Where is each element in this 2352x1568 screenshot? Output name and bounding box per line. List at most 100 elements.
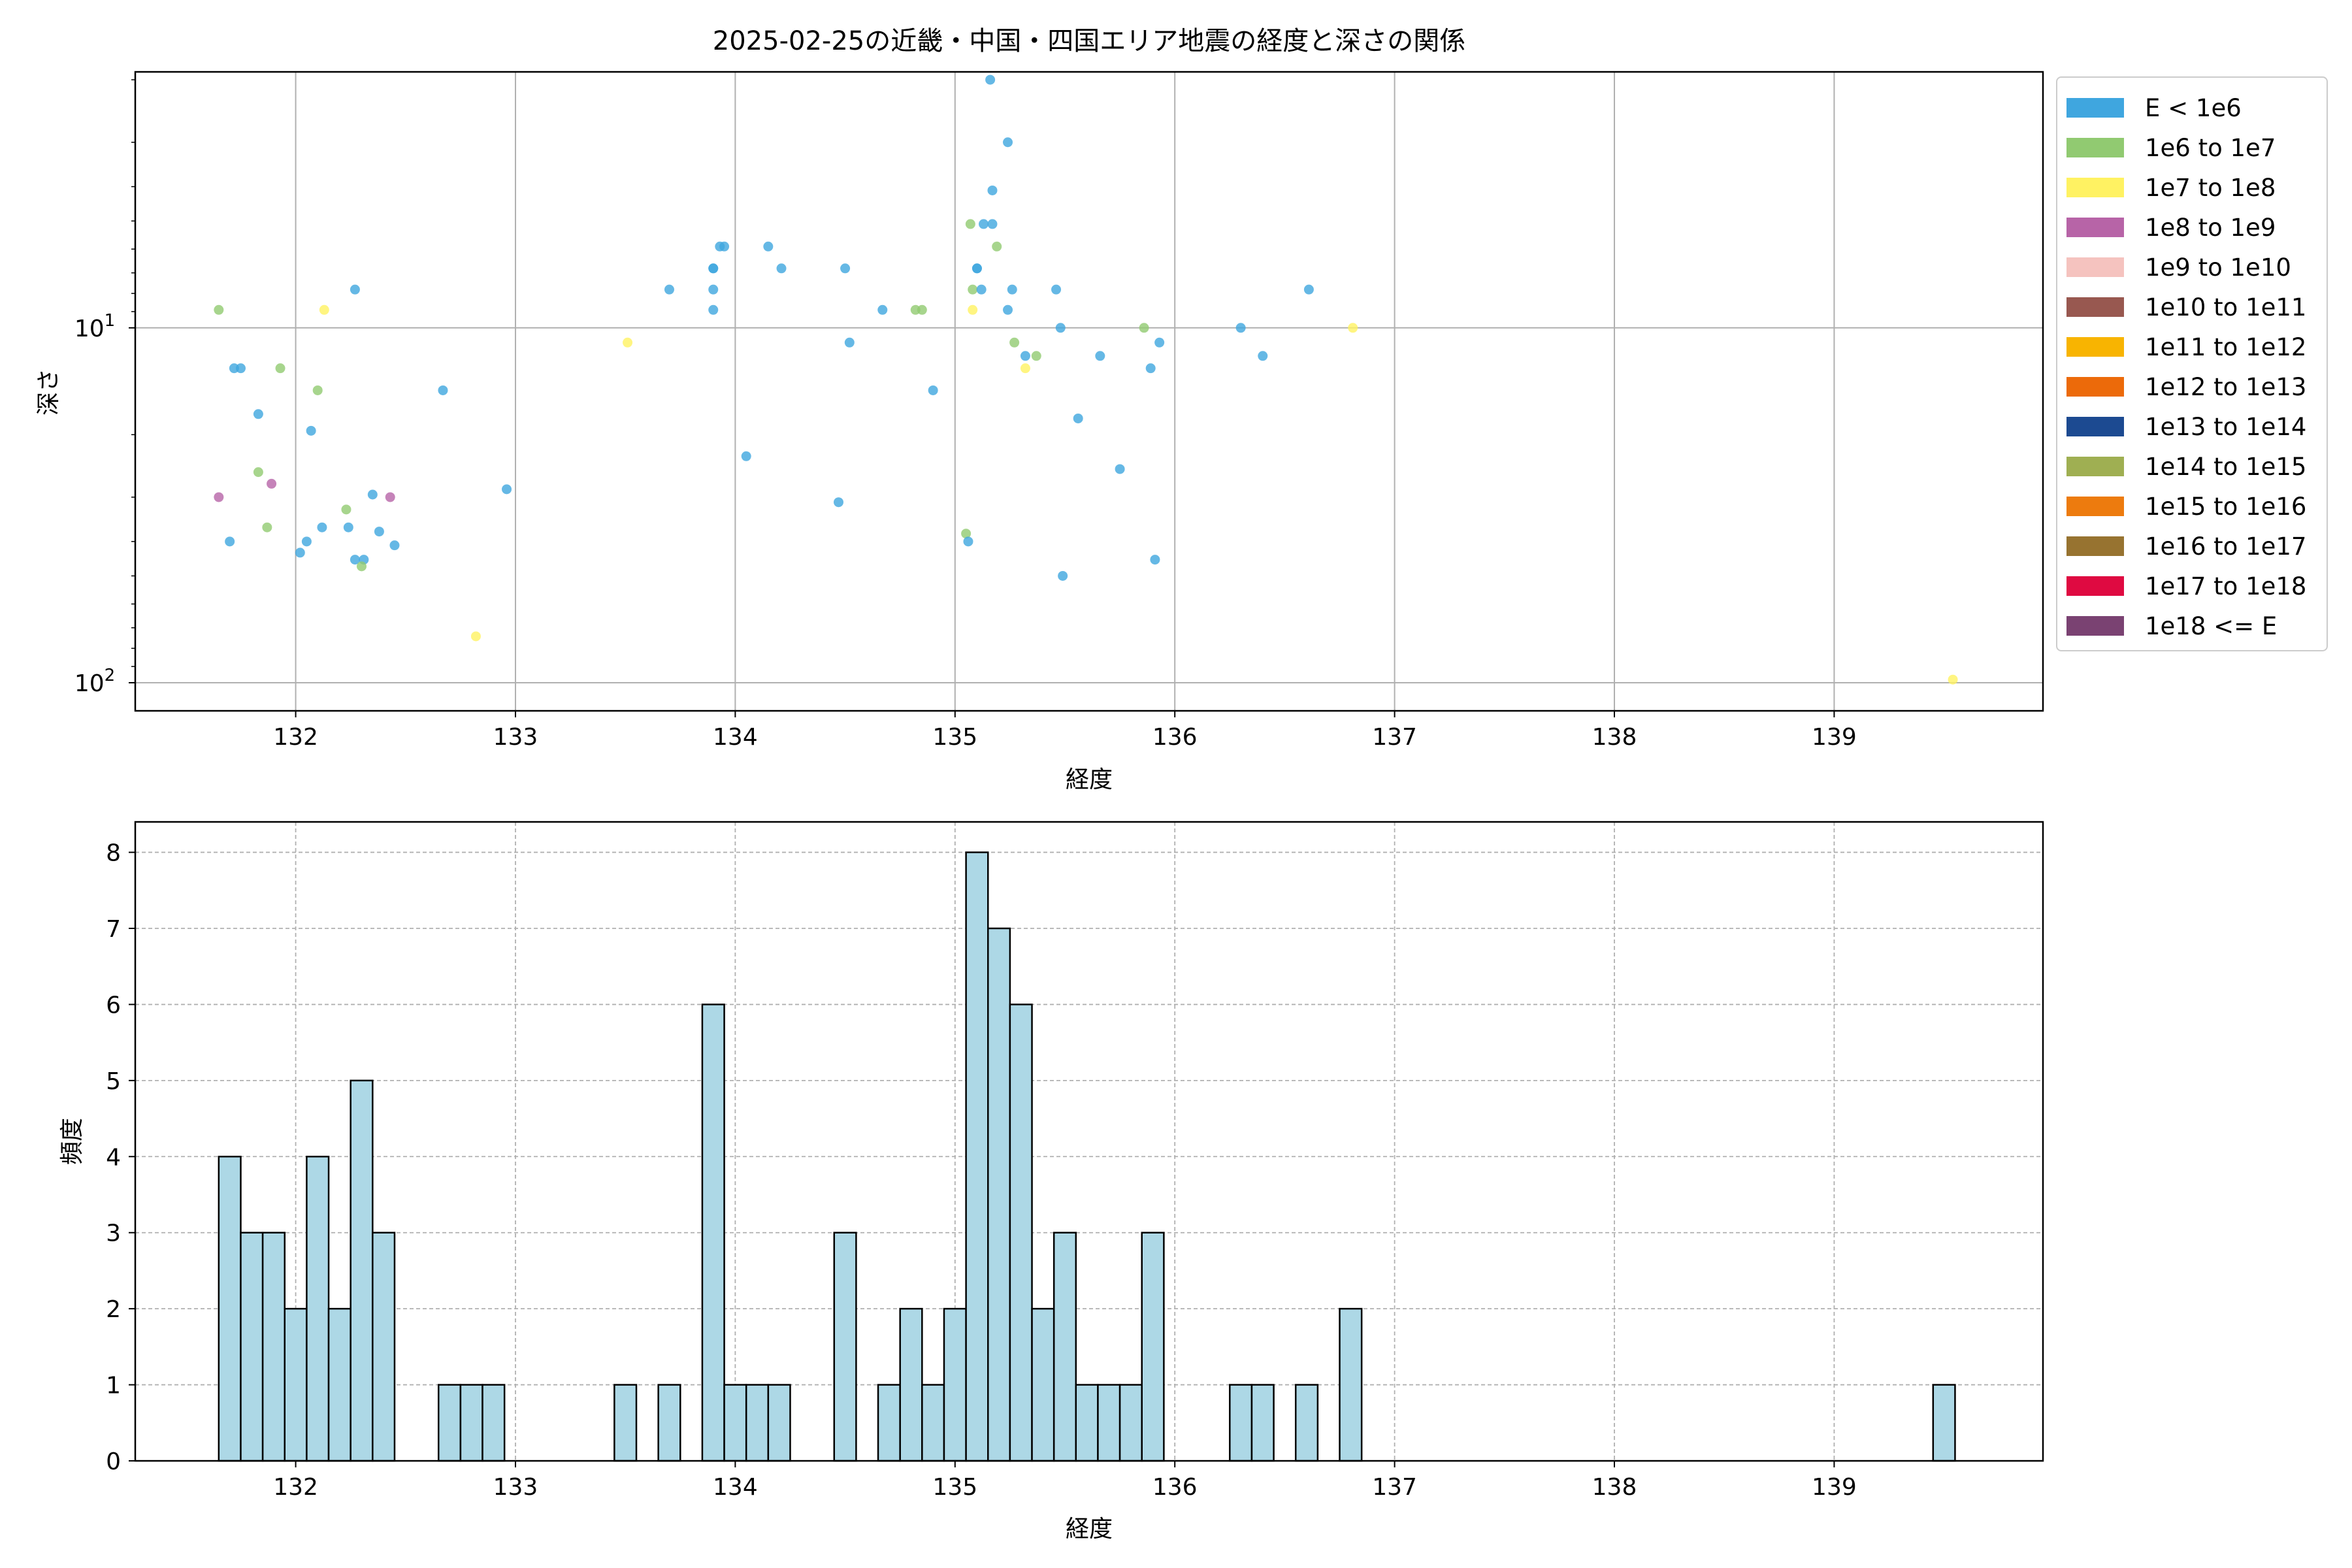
histogram-x-tick-label: 132 bbox=[273, 1474, 318, 1501]
scatter-point bbox=[987, 185, 998, 195]
scatter-point bbox=[374, 527, 384, 537]
histogram-bar bbox=[965, 851, 989, 1462]
histogram-y-tick-label: 2 bbox=[106, 1296, 121, 1323]
histogram-bar bbox=[701, 1004, 725, 1462]
histogram-bar bbox=[1031, 1307, 1055, 1462]
scatter-point bbox=[961, 529, 972, 539]
scatter-x-tick-label: 136 bbox=[1152, 724, 1198, 751]
histogram-y-tick-label: 0 bbox=[106, 1448, 121, 1475]
scatter-point bbox=[275, 363, 286, 374]
histogram-bar bbox=[1229, 1384, 1253, 1462]
scatter-point bbox=[1115, 464, 1125, 474]
scatter-point bbox=[968, 304, 978, 315]
scatter-y-ticks: 101 102 bbox=[74, 79, 135, 697]
legend: E < 1e6 1e6 to 1e7 1e7 to 1e8 1e8 to 1e9 1e9… bbox=[2056, 76, 2328, 651]
scatter-point bbox=[877, 304, 888, 315]
legend-label: E < 1e6 bbox=[2145, 94, 2242, 122]
scatter-point bbox=[1948, 674, 1958, 685]
scatter-point bbox=[1258, 351, 1268, 361]
scatter-point bbox=[312, 385, 323, 395]
legend-label: 1e11 to 1e12 bbox=[2145, 333, 2306, 361]
scatter-point bbox=[708, 304, 719, 315]
histogram-bars bbox=[218, 851, 1956, 1462]
scatter-point bbox=[763, 241, 774, 252]
scatter-point bbox=[719, 241, 730, 252]
histogram-y-tick-label: 4 bbox=[106, 1144, 121, 1171]
histogram-bar bbox=[921, 1384, 945, 1462]
legend-swatch bbox=[2066, 98, 2124, 118]
legend-swatch bbox=[2066, 377, 2124, 397]
scatter-point bbox=[1095, 351, 1105, 361]
scatter-point bbox=[1058, 570, 1068, 581]
scatter-point bbox=[1051, 284, 1062, 295]
histogram-bar bbox=[723, 1384, 747, 1462]
histogram-bar bbox=[1339, 1307, 1363, 1462]
scatter-point bbox=[317, 522, 327, 532]
scatter-point bbox=[1154, 337, 1165, 348]
histogram-x-axis-label: 経度 bbox=[1066, 1516, 1113, 1543]
scatter-point bbox=[1348, 323, 1358, 333]
legend-label: 1e16 to 1e17 bbox=[2145, 532, 2306, 561]
legend-label: 1e14 to 1e15 bbox=[2145, 453, 2306, 481]
scatter-point bbox=[438, 385, 448, 395]
scatter-point bbox=[776, 263, 787, 274]
scatter-point bbox=[664, 284, 674, 295]
legend-box bbox=[2056, 76, 2328, 651]
histogram-x-tick-label: 138 bbox=[1592, 1474, 1637, 1501]
scatter-x-tick-label: 134 bbox=[713, 724, 758, 751]
scatter-point bbox=[741, 451, 751, 461]
scatter-point bbox=[502, 484, 512, 495]
histogram-frame bbox=[134, 821, 2044, 1462]
scatter-y-tick-base: 10 bbox=[74, 670, 105, 697]
scatter-x-tick-label: 132 bbox=[273, 724, 318, 751]
scatter-point bbox=[928, 385, 938, 395]
scatter-y-axis-label: 深さ bbox=[35, 368, 62, 416]
histogram-bar bbox=[1009, 1004, 1033, 1462]
scatter-point bbox=[972, 263, 982, 274]
legend-label: 1e6 to 1e7 bbox=[2145, 134, 2276, 162]
scatter-point bbox=[992, 241, 1002, 252]
scatter-point bbox=[343, 522, 353, 532]
histogram-bar bbox=[987, 927, 1011, 1462]
legend-label: 1e17 to 1e18 bbox=[2145, 572, 2306, 600]
scatter-point bbox=[623, 337, 633, 348]
scatter-y-tick-exponent: 2 bbox=[105, 666, 116, 685]
scatter-point bbox=[214, 492, 224, 502]
histogram-bar bbox=[833, 1232, 857, 1462]
histogram-y-tick-label: 5 bbox=[106, 1068, 121, 1095]
scatter-point bbox=[350, 284, 360, 295]
scatter-x-tick-label: 138 bbox=[1592, 724, 1637, 751]
legend-label: 1e12 to 1e13 bbox=[2145, 373, 2306, 401]
scatter-point bbox=[262, 522, 272, 532]
histogram-bar bbox=[1250, 1384, 1275, 1462]
scatter-point bbox=[1009, 337, 1020, 348]
histogram-bar bbox=[284, 1307, 308, 1462]
histogram-x-tick-label: 139 bbox=[1812, 1474, 1857, 1501]
scatter-point bbox=[253, 467, 263, 478]
histogram-bar bbox=[1053, 1232, 1077, 1462]
histogram-bar bbox=[1075, 1384, 1099, 1462]
scatter-grid bbox=[135, 72, 2043, 711]
scatter-point bbox=[844, 337, 855, 348]
histogram-bar bbox=[482, 1384, 506, 1462]
histogram-bar bbox=[1119, 1384, 1143, 1462]
histogram-bar bbox=[261, 1232, 286, 1462]
histogram-bar bbox=[745, 1384, 770, 1462]
legend-swatch bbox=[2066, 457, 2124, 476]
histogram-grid bbox=[135, 822, 2043, 1462]
scatter-x-tick-label: 137 bbox=[1372, 724, 1417, 751]
scatter-y-tick-exponent: 1 bbox=[105, 311, 116, 331]
scatter-point bbox=[917, 304, 927, 315]
histogram-bar bbox=[327, 1307, 351, 1462]
scatter-point bbox=[235, 363, 246, 374]
histogram-x-ticks: 132 133 134 135 136 137 138 139 bbox=[273, 1461, 1857, 1501]
legend-swatch bbox=[2066, 257, 2124, 277]
histogram-x-tick-label: 136 bbox=[1152, 1474, 1198, 1501]
scatter-point bbox=[1150, 555, 1160, 565]
scatter-point bbox=[979, 219, 989, 229]
scatter-y-tick-label: 101 bbox=[74, 311, 115, 342]
histogram-y-tick-label: 1 bbox=[106, 1373, 121, 1399]
histogram-y-tick-label: 6 bbox=[106, 992, 121, 1019]
scatter-point bbox=[350, 555, 360, 565]
scatter-point bbox=[833, 497, 843, 508]
